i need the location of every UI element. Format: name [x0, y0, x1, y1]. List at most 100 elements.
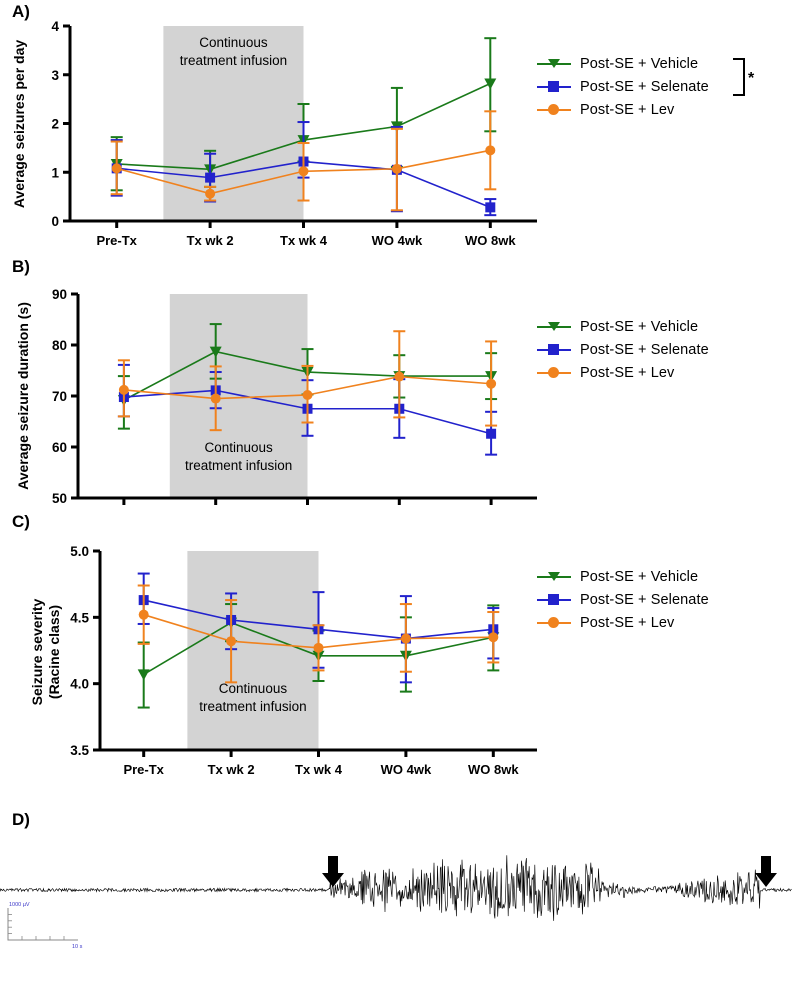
panel-c-plot: Continuous treatment infusion 3.5 4.0 4.5 5.0…: [29, 544, 537, 777]
circle-marker: [313, 642, 324, 653]
circle-marker: [138, 609, 149, 620]
legend-label-selenate: Post-SE + Selenate: [580, 341, 709, 358]
eeg-voltage-scale-label: 1000 µV: [9, 902, 30, 908]
circle-marker: [302, 389, 313, 400]
panel-d-letter: D): [12, 810, 30, 829]
triangle-down-marker: [537, 319, 571, 335]
triangle-down-marker: [209, 346, 222, 358]
circle-marker: [486, 378, 497, 389]
y-tick-label: 5.0: [70, 544, 89, 559]
treatment-shaded-region: [187, 551, 319, 750]
panel-c-legend: Post-SE + Vehicle Post-SE + Selenate Pos…: [537, 565, 709, 634]
y-tick-label: 0: [51, 214, 59, 229]
panel-c-letter: C): [12, 512, 30, 531]
y-tick-label: 90: [52, 287, 67, 302]
panel-a-plot: Continuous treatment infusion 0 1 2 3 4 Pre-Tx T…: [11, 19, 537, 248]
x-tick-label: Tx wk 2: [187, 233, 234, 248]
legend-label-vehicle: Post-SE + Vehicle: [580, 55, 699, 72]
y-tick-label: 4: [51, 19, 59, 34]
y-tick-label: 60: [52, 440, 67, 455]
panel-b: B) Continuous treatment infusion 50 60 70 80 9…: [0, 255, 792, 510]
shade-label-line2: treatment infusion: [185, 458, 292, 473]
y-axis-title: Average seizure duration (s): [15, 302, 31, 490]
circle-marker: [226, 636, 237, 647]
circle-marker: [210, 393, 221, 404]
square-marker: [486, 428, 497, 439]
legend-item-lev: Post-SE + Lev: [537, 361, 709, 384]
legend-item-vehicle: Post-SE + Vehicle: [537, 52, 709, 75]
x-tick-label: WO 8wk: [468, 762, 519, 777]
eeg-time-scale-label: 10 s: [72, 944, 83, 950]
legend-item-selenate: Post-SE + Selenate: [537, 75, 709, 98]
y-tick-label: 2: [51, 117, 59, 132]
circle-marker: [537, 365, 571, 381]
y-tick-label: 4.0: [70, 677, 89, 692]
legend-item-lev: Post-SE + Lev: [537, 98, 709, 121]
square-marker: [485, 202, 496, 213]
legend-item-selenate: Post-SE + Selenate: [537, 588, 709, 611]
triangle-down-marker: [137, 669, 150, 681]
legend-item-selenate: Post-SE + Selenate: [537, 338, 709, 361]
circle-marker: [488, 632, 499, 643]
panel-a-letter: A): [12, 2, 30, 21]
panel-d: D) 1000 µV 10 s: [0, 800, 792, 991]
legend-label-lev: Post-SE + Lev: [580, 101, 675, 118]
seizure-onset-arrow: [322, 856, 344, 887]
legend-label-vehicle: Post-SE + Vehicle: [580, 318, 699, 335]
x-tick-label: Tx wk 4: [295, 762, 343, 777]
y-tick-label: 50: [52, 491, 67, 506]
shade-label-line1: Continuous: [219, 681, 288, 696]
panel-a-legend: Post-SE + Vehicle Post-SE + Selenate Pos…: [537, 52, 709, 121]
circle-marker: [537, 615, 571, 631]
legend-item-lev: Post-SE + Lev: [537, 611, 709, 634]
y-tick-label: 3: [51, 68, 59, 83]
y-axis-title: Seizure severity: [29, 598, 45, 705]
shade-label-line2: treatment infusion: [180, 53, 287, 68]
legend-label-lev: Post-SE + Lev: [580, 364, 675, 381]
circle-marker: [394, 371, 405, 382]
eeg-waveform: [0, 855, 792, 921]
y-tick-label: 80: [52, 338, 67, 353]
panel-c: C) Continuous treatment infusion 3.5 4.0 4.5…: [0, 510, 792, 800]
seizure-offset-arrow: [755, 856, 777, 887]
x-tick-label: Pre-Tx: [123, 762, 164, 777]
x-tick-label: WO 4wk: [381, 762, 432, 777]
x-tick-label: Tx wk 4: [280, 233, 328, 248]
y-tick-label: 3.5: [70, 743, 89, 758]
x-tick-label: Tx wk 2: [208, 762, 255, 777]
y-tick-label: 4.5: [70, 610, 89, 625]
y-tick-label: 70: [52, 389, 67, 404]
y-axis-title: Average seizures per day: [11, 40, 27, 209]
y-axis-title: (Racine class): [46, 605, 62, 699]
circle-marker: [205, 188, 216, 199]
y-tick-label: 1: [51, 165, 59, 180]
circle-marker: [111, 163, 122, 174]
circle-marker: [118, 384, 129, 395]
circle-marker: [537, 102, 571, 118]
legend-item-vehicle: Post-SE + Vehicle: [537, 565, 709, 588]
legend-label-vehicle: Post-SE + Vehicle: [580, 568, 699, 585]
panel-b-legend: Post-SE + Vehicle Post-SE + Selenate Pos…: [537, 315, 709, 384]
x-tick-label: Pre-Tx: [96, 233, 137, 248]
legend-item-vehicle: Post-SE + Vehicle: [537, 315, 709, 338]
x-tick-label: WO 8wk: [465, 233, 516, 248]
significance-asterisk: *: [748, 70, 755, 87]
circle-marker: [298, 166, 309, 177]
shade-label-line1: Continuous: [199, 35, 268, 50]
panel-a: A) Continuous treatment infusion 0 1 2 3 4 Pre-…: [0, 0, 792, 255]
panel-b-letter: B): [12, 257, 30, 276]
legend-label-selenate: Post-SE + Selenate: [580, 591, 709, 608]
triangle-down-marker: [537, 569, 571, 585]
legend-label-selenate: Post-SE + Selenate: [580, 78, 709, 95]
square-marker: [537, 342, 571, 358]
triangle-down-marker: [484, 78, 497, 90]
square-marker: [537, 79, 571, 95]
circle-marker: [400, 633, 411, 644]
shade-label-line1: Continuous: [204, 440, 273, 455]
square-marker: [537, 592, 571, 608]
circle-marker: [391, 163, 402, 174]
square-marker: [205, 172, 216, 183]
shade-label-line2: treatment infusion: [199, 699, 306, 714]
circle-marker: [485, 145, 496, 156]
